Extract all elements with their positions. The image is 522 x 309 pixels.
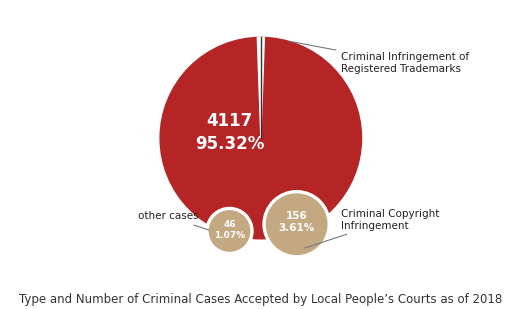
- Text: 156
3.61%: 156 3.61%: [279, 211, 315, 233]
- Text: 4117
95.32%: 4117 95.32%: [195, 112, 264, 153]
- Wedge shape: [257, 37, 264, 138]
- Text: Criminal Infringement of
Registered Trademarks: Criminal Infringement of Registered Trad…: [290, 41, 469, 74]
- Circle shape: [263, 191, 330, 258]
- Text: Type and Number of Criminal Cases Accepted by Local People’s Courts as of 2018: Type and Number of Criminal Cases Accept…: [19, 293, 503, 306]
- Circle shape: [209, 211, 250, 251]
- Text: other cases: other cases: [138, 211, 209, 230]
- Text: Criminal Copyright
Infringement: Criminal Copyright Infringement: [305, 209, 440, 248]
- Circle shape: [266, 194, 327, 255]
- Text: 46
1.07%: 46 1.07%: [214, 220, 245, 240]
- Circle shape: [206, 207, 253, 255]
- Circle shape: [160, 37, 362, 239]
